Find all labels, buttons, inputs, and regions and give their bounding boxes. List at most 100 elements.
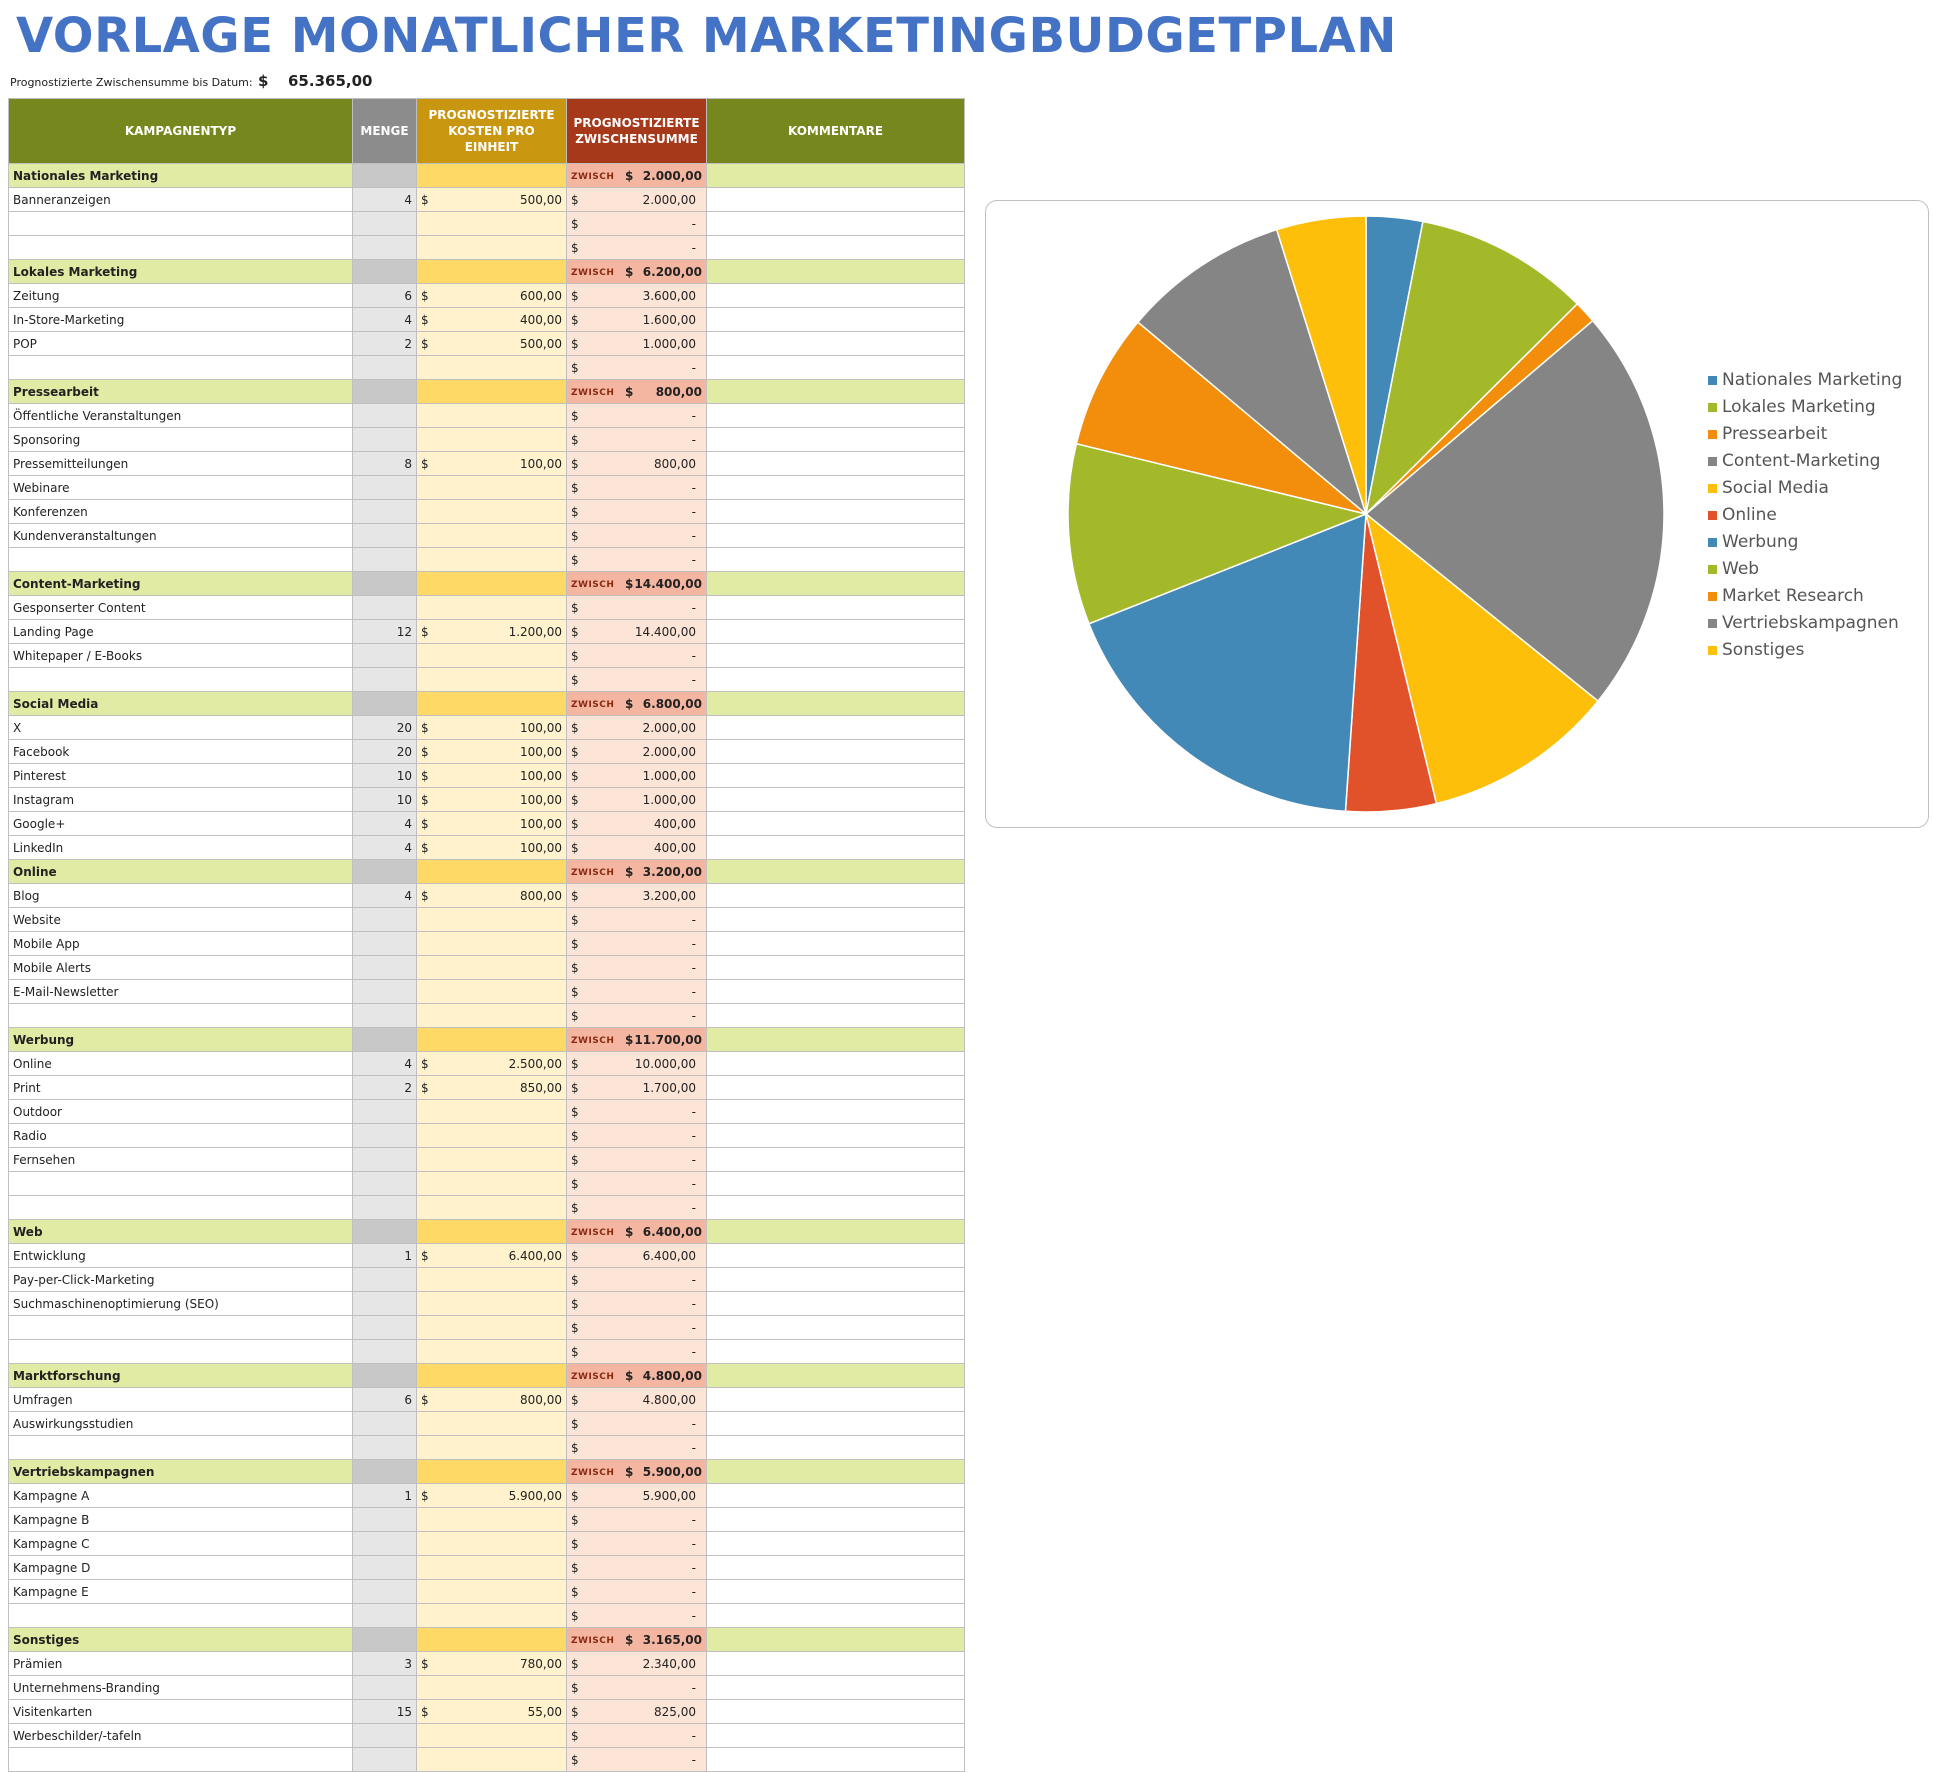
quantity-cell[interactable]: 2 [352, 331, 417, 356]
comments-cell[interactable] [706, 1651, 965, 1676]
comments-cell[interactable] [706, 1171, 965, 1196]
subtotal-cell[interactable]: $400,00 [566, 835, 707, 860]
quantity-cell[interactable] [352, 1363, 417, 1388]
unit-cost-cell[interactable] [416, 1099, 567, 1124]
campaign-type-cell[interactable]: Suchmaschinenoptimierung (SEO) [8, 1291, 353, 1316]
unit-cost-cell[interactable] [416, 1603, 567, 1628]
unit-cost-cell[interactable] [416, 691, 567, 716]
unit-cost-cell[interactable] [416, 1147, 567, 1172]
subtotal-cell[interactable]: $ - [566, 1267, 707, 1292]
subtotal-cell[interactable]: $10.000,00 [566, 1051, 707, 1076]
quantity-cell[interactable] [352, 1603, 417, 1628]
subtotal-cell[interactable]: $ - [566, 931, 707, 956]
campaign-type-cell[interactable]: Konferenzen [8, 499, 353, 524]
subtotal-cell[interactable]: $4.800,00 [566, 1387, 707, 1412]
quantity-cell[interactable] [352, 1435, 417, 1460]
campaign-type-cell[interactable]: X [8, 715, 353, 740]
quantity-cell[interactable] [352, 355, 417, 380]
campaign-type-cell[interactable] [8, 355, 353, 380]
unit-cost-cell[interactable]: $100,00 [416, 715, 567, 740]
unit-cost-cell[interactable] [416, 955, 567, 980]
quantity-cell[interactable] [352, 1123, 417, 1148]
unit-cost-cell[interactable]: $800,00 [416, 1387, 567, 1412]
unit-cost-cell[interactable]: $55,00 [416, 1699, 567, 1724]
comments-cell[interactable] [706, 811, 965, 836]
subtotal-cell[interactable]: $ - [566, 1411, 707, 1436]
comments-cell[interactable] [706, 283, 965, 308]
comments-cell[interactable] [706, 259, 965, 284]
quantity-cell[interactable] [352, 1003, 417, 1028]
comments-cell[interactable] [706, 1219, 965, 1244]
subtotal-cell[interactable]: $ - [566, 1603, 707, 1628]
quantity-cell[interactable] [352, 1291, 417, 1316]
comments-cell[interactable] [706, 1483, 965, 1508]
campaign-type-cell[interactable]: Print [8, 1075, 353, 1100]
unit-cost-cell[interactable] [416, 475, 567, 500]
subtotal-cell[interactable]: $ - [566, 475, 707, 500]
comments-cell[interactable] [706, 1627, 965, 1652]
campaign-type-cell[interactable]: Fernsehen [8, 1147, 353, 1172]
category-subtotal-cell[interactable]: ZWISCH $800,00 [566, 379, 707, 404]
subtotal-cell[interactable]: $ - [566, 1291, 707, 1316]
quantity-cell[interactable] [352, 907, 417, 932]
quantity-cell[interactable] [352, 595, 417, 620]
unit-cost-cell[interactable] [416, 1531, 567, 1556]
pie-slice-10[interactable] [1275, 215, 1367, 515]
subtotal-cell[interactable]: $ - [566, 595, 707, 620]
quantity-cell[interactable]: 6 [352, 1387, 417, 1412]
category-name-cell[interactable]: Online [8, 859, 353, 884]
unit-cost-cell[interactable] [416, 427, 567, 452]
header-comments[interactable]: KOMMENTARE [706, 98, 965, 164]
unit-cost-cell[interactable]: $6.400,00 [416, 1243, 567, 1268]
unit-cost-cell[interactable] [416, 163, 567, 188]
comments-cell[interactable] [706, 859, 965, 884]
campaign-type-cell[interactable] [8, 211, 353, 236]
subtotal-cell[interactable]: $1.000,00 [566, 787, 707, 812]
subtotal-cell[interactable]: $ - [566, 499, 707, 524]
subtotal-cell[interactable]: $2.000,00 [566, 715, 707, 740]
unit-cost-cell[interactable]: $850,00 [416, 1075, 567, 1100]
category-subtotal-cell[interactable]: ZWISCH $6.800,00 [566, 691, 707, 716]
subtotal-cell[interactable]: $14.400,00 [566, 619, 707, 644]
category-name-cell[interactable]: Pressearbeit [8, 379, 353, 404]
comments-cell[interactable] [706, 355, 965, 380]
comments-cell[interactable] [706, 1675, 965, 1700]
subtotal-cell[interactable]: $3.600,00 [566, 283, 707, 308]
quantity-cell[interactable]: 10 [352, 787, 417, 812]
category-subtotal-cell[interactable]: ZWISCH $14.400,00 [566, 571, 707, 596]
comments-cell[interactable] [706, 211, 965, 236]
category-subtotal-cell[interactable]: ZWISCH $11.700,00 [566, 1027, 707, 1052]
comments-cell[interactable] [706, 619, 965, 644]
category-name-cell[interactable]: Sonstiges [8, 1627, 353, 1652]
quantity-cell[interactable]: 1 [352, 1243, 417, 1268]
comments-cell[interactable] [706, 1027, 965, 1052]
comments-cell[interactable] [706, 1099, 965, 1124]
quantity-cell[interactable] [352, 1339, 417, 1364]
comments-cell[interactable] [706, 451, 965, 476]
legend-item[interactable]: Sonstiges [1708, 637, 1902, 664]
quantity-cell[interactable] [352, 1027, 417, 1052]
unit-cost-cell[interactable] [416, 1555, 567, 1580]
unit-cost-cell[interactable] [416, 1363, 567, 1388]
comments-cell[interactable] [706, 331, 965, 356]
unit-cost-cell[interactable]: $2.500,00 [416, 1051, 567, 1076]
category-subtotal-cell[interactable]: ZWISCH $3.200,00 [566, 859, 707, 884]
unit-cost-cell[interactable] [416, 259, 567, 284]
quantity-cell[interactable] [352, 1459, 417, 1484]
campaign-type-cell[interactable]: Pinterest [8, 763, 353, 788]
subtotal-cell[interactable]: $ - [566, 1003, 707, 1028]
campaign-type-cell[interactable] [8, 1195, 353, 1220]
quantity-cell[interactable] [352, 1099, 417, 1124]
category-name-cell[interactable]: Lokales Marketing [8, 259, 353, 284]
quantity-cell[interactable]: 4 [352, 883, 417, 908]
unit-cost-cell[interactable] [416, 571, 567, 596]
subtotal-cell[interactable]: $ - [566, 547, 707, 572]
comments-cell[interactable] [706, 1195, 965, 1220]
unit-cost-cell[interactable]: $100,00 [416, 811, 567, 836]
category-subtotal-cell[interactable]: ZWISCH $3.165,00 [566, 1627, 707, 1652]
category-name-cell[interactable]: Web [8, 1219, 353, 1244]
subtotal-cell[interactable]: $ - [566, 403, 707, 428]
quantity-cell[interactable] [352, 1531, 417, 1556]
quantity-cell[interactable] [352, 547, 417, 572]
comments-cell[interactable] [706, 475, 965, 500]
